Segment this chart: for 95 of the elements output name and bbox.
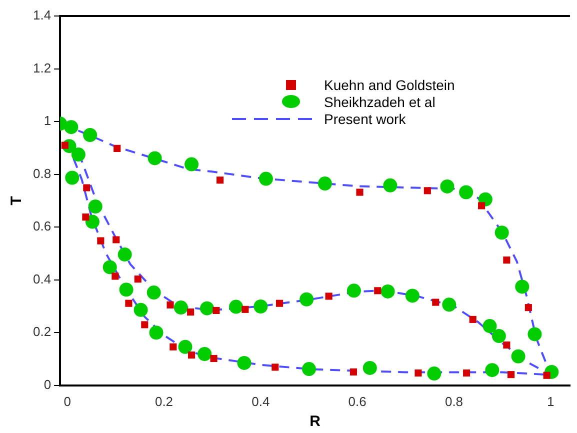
point xyxy=(71,148,86,162)
point xyxy=(64,120,78,134)
point xyxy=(318,176,332,191)
y-tick-label: 0.8 xyxy=(32,166,52,181)
point xyxy=(118,248,132,262)
point xyxy=(350,368,357,376)
point xyxy=(463,369,470,377)
point xyxy=(494,226,509,240)
point xyxy=(272,364,279,371)
x-tick-label: 0.6 xyxy=(348,394,366,409)
point xyxy=(524,304,532,312)
point xyxy=(254,300,268,314)
point xyxy=(102,260,117,274)
point xyxy=(440,179,454,194)
point xyxy=(134,302,148,317)
point xyxy=(112,272,119,280)
point xyxy=(237,356,252,370)
y-tick-label: 0.2 xyxy=(32,324,52,340)
point xyxy=(212,306,220,314)
point xyxy=(141,321,148,328)
legend-label: Present work xyxy=(324,110,406,126)
point xyxy=(166,301,174,308)
y-tick-label: 1.2 xyxy=(32,60,52,76)
x-tick-label: 1 xyxy=(547,394,554,409)
point xyxy=(442,298,456,312)
point xyxy=(210,354,218,362)
point xyxy=(125,300,132,307)
y-tick-label: 1.4 xyxy=(32,8,52,23)
point xyxy=(258,172,273,186)
point xyxy=(83,184,90,192)
point xyxy=(414,369,422,377)
point xyxy=(65,170,80,185)
point xyxy=(112,236,120,244)
y-tick-label: 0.6 xyxy=(32,218,52,234)
point xyxy=(528,327,542,342)
point xyxy=(356,188,364,196)
point xyxy=(61,142,68,149)
point xyxy=(200,301,214,316)
point xyxy=(149,326,164,340)
point xyxy=(300,292,314,306)
point xyxy=(543,372,550,379)
x-tick-label: 0.8 xyxy=(444,394,464,409)
point xyxy=(174,300,188,315)
point xyxy=(325,292,332,300)
y-axis-title: T xyxy=(8,196,26,206)
point xyxy=(405,288,420,303)
point xyxy=(119,282,134,297)
point xyxy=(362,360,377,375)
point xyxy=(302,362,316,376)
y-tick-label: 0.4 xyxy=(32,271,52,286)
point xyxy=(507,371,515,378)
point xyxy=(432,298,440,306)
point xyxy=(134,276,142,283)
point xyxy=(503,256,510,264)
point xyxy=(148,151,162,166)
point xyxy=(242,306,249,313)
point xyxy=(485,363,500,378)
point xyxy=(187,308,194,316)
point xyxy=(276,300,284,307)
point xyxy=(380,284,395,298)
point xyxy=(383,178,398,192)
point xyxy=(198,347,212,361)
point xyxy=(170,343,177,350)
point xyxy=(82,214,90,221)
x-axis-title: R xyxy=(310,413,321,430)
legend-label: Kuehn and Goldstein xyxy=(324,76,455,92)
y-tick-label: 1 xyxy=(44,113,52,128)
x-tick-label: 0 xyxy=(64,394,71,409)
point xyxy=(469,316,476,323)
point xyxy=(114,144,121,152)
point xyxy=(85,214,100,229)
point xyxy=(503,341,510,349)
point xyxy=(229,300,244,314)
x-tick-label: 0.4 xyxy=(252,394,270,409)
point xyxy=(178,340,192,354)
point xyxy=(492,329,506,344)
point xyxy=(346,284,361,298)
point xyxy=(478,202,486,210)
point xyxy=(97,237,104,244)
point xyxy=(146,286,161,300)
point xyxy=(459,185,474,200)
point xyxy=(424,187,431,194)
y-tick-label: 0 xyxy=(44,376,52,392)
point xyxy=(184,157,199,172)
point xyxy=(88,200,102,214)
point xyxy=(216,176,224,184)
point xyxy=(515,280,530,294)
point xyxy=(374,287,382,294)
point xyxy=(427,366,442,381)
x-tick-label: 0.2 xyxy=(154,394,174,409)
point xyxy=(83,128,98,142)
point xyxy=(511,349,526,364)
legend-label: Sheikhzadeh et al xyxy=(324,94,436,110)
point xyxy=(482,319,497,334)
point xyxy=(188,352,196,359)
